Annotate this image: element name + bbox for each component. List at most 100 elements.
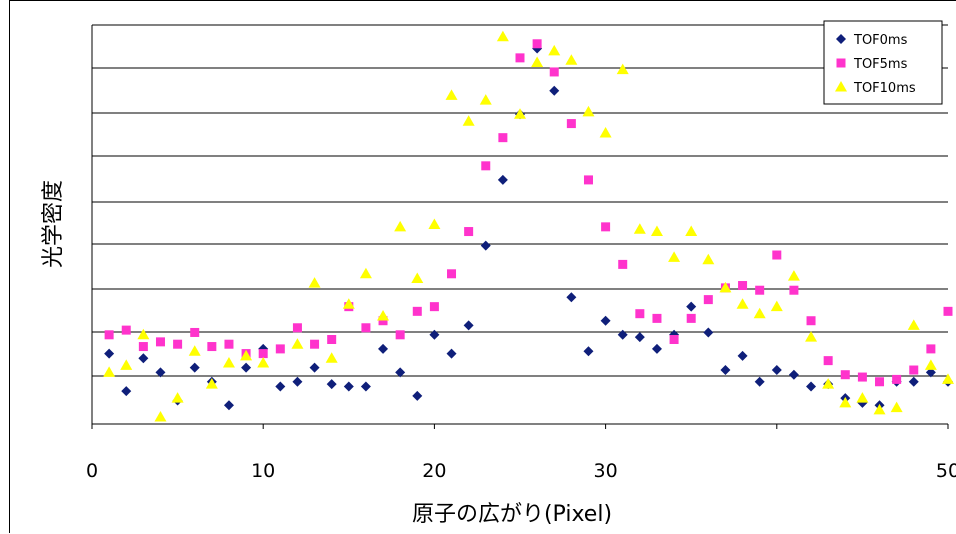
data-point xyxy=(480,240,491,251)
data-point xyxy=(173,339,183,349)
data-point xyxy=(925,367,936,378)
data-point xyxy=(720,365,731,376)
x-tick-label: 20 xyxy=(422,460,446,482)
data-point xyxy=(549,67,559,77)
data-point xyxy=(618,259,628,269)
data-point xyxy=(633,223,646,234)
legend-label-tof10ms: TOF10ms xyxy=(853,81,916,96)
data-point xyxy=(154,410,167,422)
data-point xyxy=(822,378,835,389)
data-point xyxy=(737,350,748,361)
data-point xyxy=(481,161,491,171)
data-point xyxy=(171,392,184,403)
chart-frame: 0 10 20 30 50 原子の広がり(Pixel) 光学密度 TOF0ms TOF5m… xyxy=(9,0,956,533)
data-point xyxy=(566,292,577,303)
data-point xyxy=(924,359,937,370)
data-points xyxy=(103,30,954,422)
y-axis-title: 光学密度 xyxy=(41,180,66,268)
series-tof10ms xyxy=(103,30,954,422)
data-point xyxy=(753,307,766,319)
data-point xyxy=(412,306,422,316)
legend-marker-tof0ms xyxy=(836,34,846,44)
data-point xyxy=(805,331,818,342)
data-point xyxy=(120,359,133,370)
data-point xyxy=(258,349,268,359)
axis-lines xyxy=(91,25,949,429)
data-point xyxy=(224,339,234,349)
legend-marker-tof5ms xyxy=(836,58,846,68)
data-point xyxy=(856,392,869,403)
data-point xyxy=(719,281,732,293)
x-tick-label: 0 xyxy=(86,460,98,482)
x-tick-label: 10 xyxy=(251,460,275,482)
data-point xyxy=(787,270,800,281)
data-point xyxy=(121,325,131,335)
data-point xyxy=(686,313,696,323)
data-point xyxy=(755,285,765,295)
data-point xyxy=(310,339,320,349)
data-point xyxy=(616,63,629,75)
data-point xyxy=(496,30,509,42)
data-point xyxy=(428,218,441,229)
data-point xyxy=(121,386,132,397)
data-point xyxy=(566,119,576,129)
data-point xyxy=(926,344,936,354)
data-point xyxy=(754,376,765,387)
data-point xyxy=(479,94,492,105)
data-point xyxy=(669,335,679,345)
data-point xyxy=(892,374,902,384)
data-point xyxy=(840,370,850,380)
data-point xyxy=(515,53,525,63)
legend-label-tof0ms: TOF0ms xyxy=(853,33,908,48)
data-point xyxy=(498,133,508,143)
data-point xyxy=(617,329,628,340)
data-point xyxy=(942,373,954,384)
data-point xyxy=(361,323,371,333)
data-point xyxy=(789,285,799,295)
data-point xyxy=(446,348,457,359)
data-point xyxy=(652,313,662,323)
data-point xyxy=(668,251,681,262)
data-point xyxy=(429,329,440,340)
legend: TOF0ms TOF5ms TOF10ms xyxy=(823,20,943,105)
data-point xyxy=(634,332,645,343)
data-point xyxy=(736,298,749,309)
data-point xyxy=(104,330,114,340)
data-point xyxy=(223,400,234,411)
data-point xyxy=(188,345,201,356)
data-point xyxy=(788,369,799,380)
data-point xyxy=(875,377,885,387)
legend-marker-tof10ms xyxy=(835,81,847,92)
x-tick-label: 30 xyxy=(594,460,618,482)
data-point xyxy=(155,367,166,378)
scatter-chart: 0 10 20 30 50 原子の広がり(Pixel) 光学密度 TOF0ms TOF5m… xyxy=(41,20,956,527)
data-point xyxy=(325,352,338,363)
data-point xyxy=(190,327,200,337)
data-point xyxy=(462,115,475,126)
data-point xyxy=(327,335,337,345)
data-point xyxy=(532,39,542,49)
data-point xyxy=(378,316,388,326)
data-point xyxy=(873,403,886,415)
data-point xyxy=(548,44,561,56)
data-point xyxy=(582,105,595,117)
data-point xyxy=(411,272,424,283)
data-point xyxy=(240,349,253,361)
data-point xyxy=(857,372,867,382)
data-point xyxy=(104,348,115,359)
data-point xyxy=(308,277,321,288)
data-point xyxy=(429,302,439,312)
data-point xyxy=(600,315,611,326)
data-point xyxy=(565,54,578,65)
data-point xyxy=(207,342,217,352)
data-point xyxy=(103,366,116,377)
data-point xyxy=(377,310,390,321)
data-point xyxy=(155,337,165,347)
data-point xyxy=(601,222,611,232)
data-point xyxy=(464,227,474,237)
data-point xyxy=(738,281,748,291)
data-point xyxy=(703,295,713,305)
data-point xyxy=(189,362,200,373)
data-point xyxy=(635,309,645,319)
data-point xyxy=(292,376,303,387)
